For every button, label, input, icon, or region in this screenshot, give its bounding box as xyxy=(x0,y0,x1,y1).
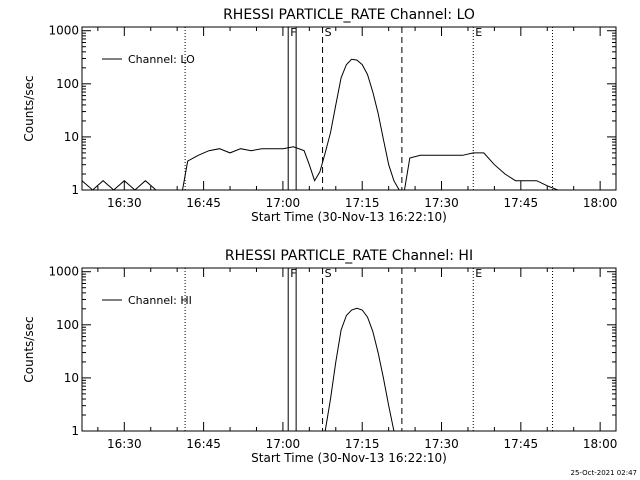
plot-frame xyxy=(81,26,617,191)
series-line xyxy=(81,58,558,191)
event-marker-label: E xyxy=(475,26,482,39)
y-tick-label: 100 xyxy=(56,77,79,91)
y-tick-label: 1 xyxy=(71,183,79,197)
chart-panel-1: RHESSI PARTICLE_RATE Channel: LO 1 10 100 10… xyxy=(22,7,617,224)
x-tick-label: 16:30 xyxy=(107,437,142,451)
event-marker-label: S xyxy=(325,267,332,280)
plot-frame xyxy=(81,267,617,432)
x-tick-label: 16:45 xyxy=(186,437,221,451)
x-tick-label: 18:00 xyxy=(583,196,618,210)
x-tick-label: 17:30 xyxy=(424,437,459,451)
x-axis-label: Start Time (30-Nov-13 16:22:10) xyxy=(251,451,447,465)
plot-timestamp: 25-Oct-2021 02:47 xyxy=(570,469,637,477)
y-tick-label: 1 xyxy=(71,424,79,438)
x-tick-label: 18:00 xyxy=(583,437,618,451)
x-axis-label: Start Time (30-Nov-13 16:22:10) xyxy=(251,210,447,224)
y-tick-label: 10 xyxy=(64,130,79,144)
series-line xyxy=(324,307,395,432)
chart-panel-2: RHESSI PARTICLE_RATE Channel: HI 1 10 100 10… xyxy=(22,248,617,465)
legend-label: Channel: LO xyxy=(128,53,195,66)
event-marker-label: F xyxy=(290,267,296,280)
y-axis-label: Counts/sec xyxy=(22,75,36,141)
x-tick-label: 17:45 xyxy=(504,437,539,451)
event-marker-label: E xyxy=(475,267,482,280)
x-tick-label: 17:00 xyxy=(266,437,301,451)
y-tick-label: 1000 xyxy=(48,24,79,38)
y-axis-label: Counts/sec xyxy=(22,316,36,382)
x-tick-label: 16:45 xyxy=(186,196,221,210)
event-marker-label: S xyxy=(325,26,332,39)
y-tick-label: 1000 xyxy=(48,265,79,279)
chart-title: RHESSI PARTICLE_RATE Channel: LO xyxy=(223,7,475,23)
x-tick-label: 17:00 xyxy=(266,196,301,210)
x-tick-label: 17:15 xyxy=(345,196,380,210)
y-tick-label: 100 xyxy=(56,318,79,332)
y-tick-label: 10 xyxy=(64,371,79,385)
x-tick-label: 17:30 xyxy=(424,196,459,210)
event-marker-label: F xyxy=(290,26,296,39)
x-tick-label: 16:30 xyxy=(107,196,142,210)
chart-title: RHESSI PARTICLE_RATE Channel: HI xyxy=(225,248,473,264)
legend-label: Channel: HI xyxy=(128,294,192,307)
x-tick-label: 17:45 xyxy=(504,196,539,210)
x-tick-label: 17:15 xyxy=(345,437,380,451)
